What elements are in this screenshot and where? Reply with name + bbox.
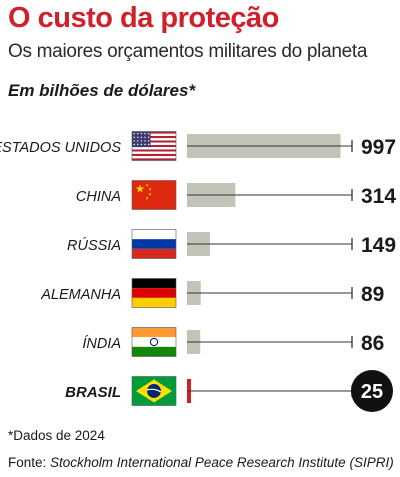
flag-star [140, 143, 143, 146]
flag-brazil-icon [131, 376, 177, 406]
category-label: CHINA [76, 189, 121, 205]
flag-stripe [132, 278, 176, 289]
flag-star [144, 143, 146, 146]
flag-star [137, 140, 139, 142]
flag-stripe [132, 153, 176, 157]
flag-stripe [132, 156, 176, 159]
bar-row: BRASIL 25 [65, 370, 393, 412]
category-label: RÚSSIA [67, 237, 121, 254]
flag-stripe [132, 297, 176, 308]
flag-border [131, 229, 177, 259]
flag-usa-icon [131, 131, 177, 161]
flag-stripe [132, 147, 176, 150]
category-label: ALEMANHA [40, 287, 121, 303]
chart-title: O custo da proteção [8, 2, 279, 34]
flag-stripe [132, 346, 176, 357]
flag-star [133, 140, 135, 142]
data-label: 314 [361, 185, 396, 208]
flag-russia-icon [131, 229, 177, 259]
flag-star [147, 143, 150, 146]
bar-row: CHINA ★ ★★★★ 314 [76, 180, 396, 210]
flag-star [137, 136, 139, 138]
flag-star: ★ [148, 192, 152, 197]
bar-row: ÍNDIA 86 [82, 327, 384, 357]
unit-note: Em bilhões de dólares* [8, 81, 196, 100]
flag-stripe [132, 131, 176, 134]
flag-star [144, 133, 146, 135]
flag-stripe [132, 142, 176, 145]
flag-star [133, 133, 135, 135]
flag-star [137, 143, 139, 146]
flag-stripe [132, 239, 176, 249]
flag-star [144, 140, 146, 142]
flag-stripe [132, 151, 176, 154]
data-label: 997 [361, 136, 396, 159]
flag-star: ★ [135, 183, 145, 196]
flag-stripe [132, 248, 176, 259]
flag-field [132, 180, 176, 210]
flag-border [131, 376, 177, 406]
bar-row: ALEMANHA 89 [40, 278, 384, 308]
flag-china-icon: ★ ★★★★ [131, 180, 177, 210]
flag-stripe [132, 138, 176, 141]
source-note: Fonte: Stockholm International Peace Res… [8, 455, 394, 470]
flag-germany-icon [131, 278, 177, 308]
category-label: ESTADOS UNIDOS [0, 140, 121, 156]
flag-india-icon [131, 327, 177, 357]
flag-canton [132, 131, 151, 148]
highlight-badge [351, 370, 393, 412]
data-label: 86 [361, 332, 384, 355]
flag-stripe [132, 229, 176, 240]
flag-star: ★ [145, 183, 149, 188]
flag-star [147, 133, 150, 135]
flag-stripe [132, 337, 176, 347]
footnote: *Dados de 2024 [8, 428, 105, 443]
bar-row: ESTADOS UNIDOS 997 [0, 131, 396, 161]
flag-stripe [132, 140, 176, 143]
source-name: Stockholm International Peace Research I… [50, 455, 394, 470]
chart-subtitle: Os maiores orçamentos militares do plane… [8, 41, 368, 62]
flag-stripe [132, 149, 176, 152]
category-label: ÍNDIA [82, 335, 121, 352]
flag-star [133, 143, 135, 146]
flag-star [137, 133, 139, 135]
flag-stripe [132, 327, 176, 338]
flag-globe [147, 384, 161, 398]
flag-star [133, 136, 135, 138]
flag-stripe [132, 288, 176, 298]
flag-star [147, 140, 150, 142]
flag-border [131, 278, 177, 308]
flag-star [147, 136, 150, 138]
flag-band [146, 388, 162, 393]
flag-border [131, 131, 177, 161]
data-label: 89 [361, 283, 384, 306]
flag-star: ★ [148, 187, 152, 192]
bar-row: RÚSSIA 149 [67, 229, 396, 259]
category-label: BRASIL [65, 384, 121, 401]
flag-stripe [132, 158, 176, 161]
flag-border [131, 180, 177, 210]
source-prefix: Fonte: [8, 455, 51, 470]
flag-star [140, 133, 143, 135]
flag-border [131, 327, 177, 357]
flag-stripe [132, 144, 176, 148]
flag-star [140, 140, 143, 142]
flag-star [144, 136, 146, 138]
flag-stripe [132, 133, 176, 136]
flag-stripe [132, 135, 176, 139]
flag-chakra [149, 337, 159, 347]
data-label: 25 [361, 381, 383, 403]
data-label: 149 [361, 234, 396, 257]
flag-star [140, 136, 143, 138]
flag-star: ★ [145, 196, 149, 201]
